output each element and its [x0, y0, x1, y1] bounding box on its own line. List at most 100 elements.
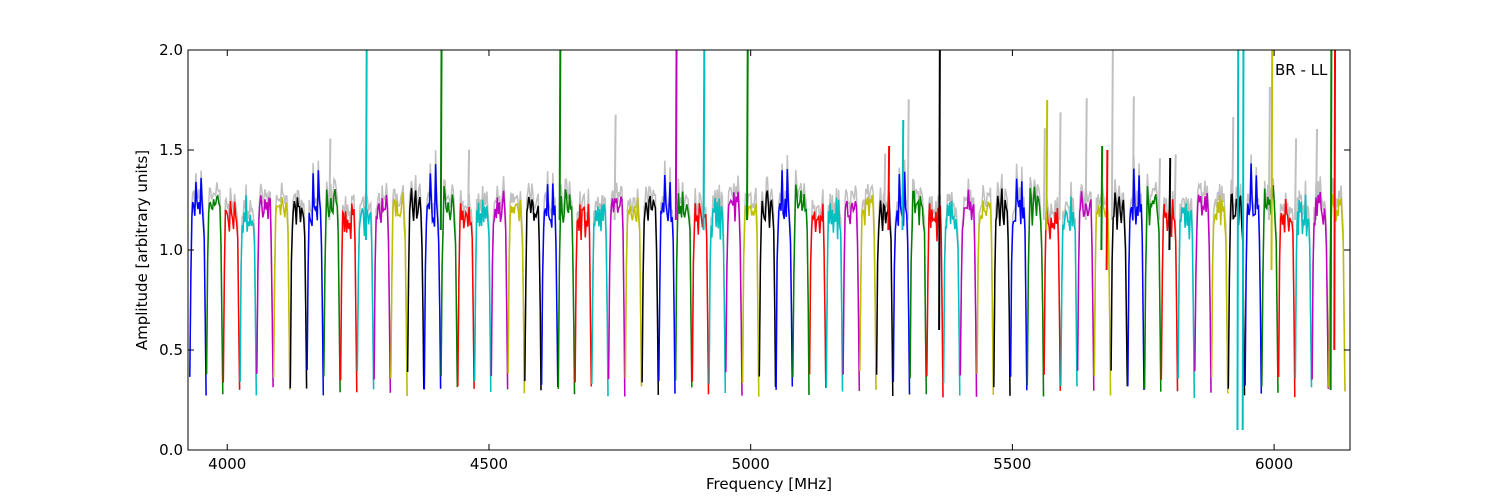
rfi-spike [674, 50, 678, 221]
band-trace [256, 195, 274, 388]
raw-trace [658, 160, 676, 394]
y-axis-label: Amplitude [arbitrary units] [133, 150, 151, 350]
band-trace [976, 200, 995, 395]
raw-trace [926, 194, 944, 398]
y-tick-label: 0.5 [159, 341, 183, 359]
band-trace [674, 191, 693, 388]
band-trace [909, 190, 928, 395]
band-trace [591, 203, 609, 397]
rfi-spike [1241, 50, 1245, 431]
band-trace [239, 195, 258, 396]
y-tick-label: 2.0 [159, 41, 183, 59]
band-trace [423, 164, 442, 390]
band-trace [473, 199, 492, 393]
rfi-spike [1236, 50, 1240, 431]
raw-trace [825, 188, 844, 392]
raw-trace [741, 187, 760, 397]
raw-rfi-spike [1157, 158, 1161, 221]
raw-rfi-spike [1294, 138, 1298, 221]
raw-trace [1009, 163, 1028, 391]
rfi-spike [364, 50, 368, 241]
band-trace [289, 197, 308, 389]
rfi-spike [439, 50, 443, 231]
x-tick-label: 4500 [470, 455, 508, 473]
y-tick-label: 0.0 [159, 441, 183, 459]
band-trace [658, 174, 676, 394]
band-trace [641, 195, 660, 395]
band-trace [1110, 192, 1129, 387]
band-trace [1127, 168, 1145, 391]
raw-trace [1060, 181, 1078, 387]
band-trace [272, 196, 291, 390]
raw-trace [540, 171, 559, 388]
band-trace [1026, 186, 1045, 397]
band-trace [1210, 195, 1229, 394]
band-trace [457, 203, 475, 389]
raw-trace [758, 176, 777, 387]
band-trace [1261, 185, 1279, 393]
band-trace [1194, 192, 1212, 393]
band-trace [624, 197, 643, 387]
band-trace [942, 200, 961, 396]
band-trace [725, 191, 743, 396]
band-trace [1060, 196, 1078, 387]
rfi-spike [702, 50, 706, 231]
band-trace [574, 203, 593, 387]
band-trace [205, 194, 224, 395]
raw-trace [1177, 197, 1196, 399]
raw-rfi-spike [1173, 154, 1177, 221]
band-trace [959, 189, 978, 397]
band-trace [892, 171, 911, 395]
band-trace [993, 188, 1011, 396]
x-tick-label: 5000 [732, 455, 770, 473]
rfi-spike [887, 145, 891, 231]
baseline-annotation: BR - LL [1275, 61, 1328, 79]
band-trace [189, 177, 207, 396]
rfi-spike [938, 50, 941, 331]
band-trace [557, 189, 576, 395]
y-tick-label: 1.0 [159, 241, 183, 259]
raw-trace [574, 188, 593, 387]
rfi-spike [1045, 99, 1049, 231]
band-trace [875, 191, 894, 397]
band-trace [792, 184, 810, 395]
band-trace [808, 203, 827, 388]
rfi-spike [1168, 157, 1172, 251]
band-trace [758, 190, 777, 387]
x-tick-label: 6000 [1255, 455, 1293, 473]
raw-trace [1127, 154, 1145, 391]
y-tick-label: 1.5 [159, 141, 183, 159]
band-trace [842, 200, 861, 391]
raw-trace [775, 155, 794, 390]
band-trace [775, 168, 794, 390]
raw-rfi-spike [1084, 98, 1088, 221]
band-trace [607, 196, 626, 397]
raw-trace [289, 189, 308, 389]
band-trace [859, 194, 877, 390]
plot-area [189, 50, 1346, 431]
band-trace [222, 200, 241, 390]
band-trace [540, 183, 559, 388]
band-trace [1277, 198, 1296, 398]
band-trace [708, 197, 727, 394]
band-trace [741, 203, 760, 397]
rfi-spike [1270, 50, 1274, 271]
rfi-spike [746, 50, 749, 221]
raw-trace [976, 185, 995, 395]
rfi-spike [558, 50, 562, 221]
raw-rfi-spike [1267, 87, 1271, 221]
rfi-spike [1100, 145, 1104, 251]
band-trace [507, 199, 526, 394]
band-trace [1311, 192, 1330, 389]
band-trace [926, 203, 944, 398]
raw-rfi-spike [1058, 112, 1062, 221]
rfi-spike [1333, 50, 1337, 351]
band-trace [1076, 191, 1095, 391]
raw-rfi-spike [467, 149, 471, 221]
band-trace [1227, 193, 1246, 396]
band-trace [1177, 203, 1196, 399]
raw-rfi-spike [906, 99, 910, 221]
raw-rfi-spike [1110, 50, 1114, 221]
x-tick-label: 4000 [208, 455, 246, 473]
band-trace [1009, 178, 1028, 391]
